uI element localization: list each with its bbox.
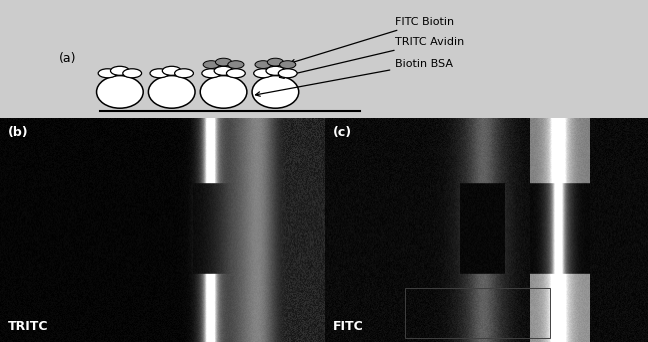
Circle shape xyxy=(228,61,244,68)
Circle shape xyxy=(203,61,219,68)
Text: TRITC: TRITC xyxy=(8,320,49,333)
Circle shape xyxy=(150,69,168,78)
Circle shape xyxy=(174,69,193,78)
Circle shape xyxy=(214,66,233,75)
Circle shape xyxy=(255,61,271,68)
Text: FITC: FITC xyxy=(333,320,364,333)
Ellipse shape xyxy=(252,76,299,108)
Circle shape xyxy=(278,69,297,78)
Ellipse shape xyxy=(97,76,143,108)
Circle shape xyxy=(98,69,117,78)
Circle shape xyxy=(215,58,232,66)
Text: TRITC Avidin: TRITC Avidin xyxy=(279,37,465,78)
Text: (a): (a) xyxy=(59,52,77,66)
Ellipse shape xyxy=(200,76,247,108)
Circle shape xyxy=(227,69,245,78)
Circle shape xyxy=(279,61,295,68)
Text: (c): (c) xyxy=(333,126,352,139)
Text: (b): (b) xyxy=(8,126,29,139)
Circle shape xyxy=(266,66,284,75)
Text: FITC Biotin: FITC Biotin xyxy=(290,17,454,64)
Circle shape xyxy=(267,58,284,66)
Circle shape xyxy=(162,66,181,75)
Circle shape xyxy=(253,69,272,78)
Text: Biotin BSA: Biotin BSA xyxy=(255,58,454,96)
Circle shape xyxy=(202,69,220,78)
Circle shape xyxy=(122,69,141,78)
Ellipse shape xyxy=(148,76,195,108)
Bar xyxy=(405,288,550,338)
Circle shape xyxy=(110,66,129,75)
